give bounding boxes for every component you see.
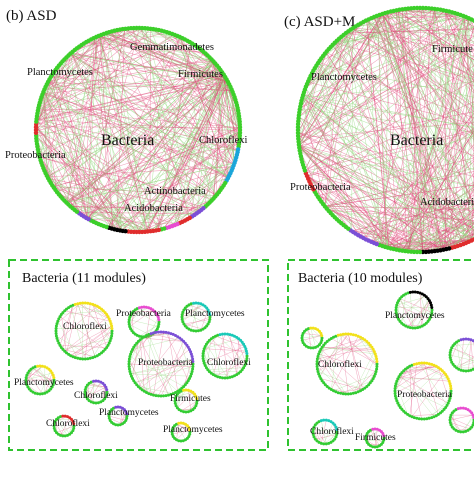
module-label-chloroflexi-4: Chloroflexi <box>46 418 90 429</box>
module-edge <box>453 344 474 346</box>
modules-title-asd: Bacteria (11 modules) <box>22 271 146 286</box>
module-label-chloroflexi-1: Chloroflexi <box>63 321 107 332</box>
module-edge <box>71 306 86 359</box>
module-node <box>352 333 355 336</box>
panel-asd: (b) ASD Bacteria Gemmatimonadetes Planct… <box>5 8 247 234</box>
module-node <box>128 370 131 373</box>
modules-title-asdm: Bacteria (10 modules) <box>298 271 423 286</box>
module-node <box>342 392 345 395</box>
module-node <box>423 418 426 421</box>
network-edge <box>300 28 353 108</box>
module-node <box>420 362 423 365</box>
phylum-label-proteobacteria: Proteobacteria <box>5 150 66 161</box>
phylum-label-gemmatimonadetes: Gemmatimonadetes <box>130 42 214 53</box>
modules-box-asd: Bacteria (11 modules) Proteobacteria Chl… <box>9 260 268 450</box>
module-node <box>344 333 347 336</box>
phylum-label-actinobacteria: Actinobacteria <box>144 186 206 197</box>
module-node <box>354 391 357 394</box>
module-label-chloroflexi-3: Chloroflexi <box>74 390 118 401</box>
module-node <box>352 392 355 395</box>
module-node <box>322 419 325 422</box>
module-node <box>416 326 419 329</box>
module-label-chloroflexi-c2: Chloroflexi <box>310 426 354 437</box>
module-edge <box>450 418 471 428</box>
phylum-label-acidobacteria: Acidobacteria <box>124 203 183 214</box>
module-edge <box>457 360 474 368</box>
module-label-proteobacteria-1: Proteobacteria <box>116 309 172 319</box>
module-node <box>375 360 378 363</box>
module-label-proteobacteria-c: Proteobacteria <box>397 390 453 400</box>
module-label-firmicutes-c: Firmicutes <box>355 433 396 443</box>
phylum-label-planctomycetes-c: Planctomycetes <box>311 72 377 83</box>
module-label-planctomycetes-1: Planctomycetes <box>185 309 245 319</box>
module-node <box>337 334 340 337</box>
module-node <box>411 327 414 330</box>
modules-border-asdm <box>288 260 474 450</box>
modules-box-asdm: Bacteria (10 modules) Planctomycetes Chl… <box>288 260 474 450</box>
phylum-label-firmicute: Firmicute <box>432 44 473 55</box>
module-label-chloroflexi-c1: Chloroflexi <box>318 359 362 370</box>
module-edge <box>135 367 193 383</box>
module-node <box>152 331 155 334</box>
module-label-chloroflexi-2: Chloroflexi <box>207 357 251 368</box>
module-node <box>317 370 320 373</box>
module-label-planctomycetes-c: Planctomycetes <box>385 311 445 321</box>
module-node <box>325 442 328 445</box>
phylum-label-firmicutes: Firmicutes <box>178 69 223 80</box>
panel-title-asdm: (c) ASD+M <box>284 14 355 30</box>
module-node <box>245 352 248 355</box>
panel-title-asd: (b) ASD <box>6 8 57 24</box>
module-node <box>339 392 342 395</box>
phylum-label-proteobacteria-c: Proteobacteria <box>290 182 351 193</box>
module-node <box>84 358 87 361</box>
center-label-asdm: Bacteria <box>390 132 443 149</box>
module-label-firmicutes: Firmicutes <box>170 394 211 404</box>
phylum-label-chloroflexi: Chloroflexi <box>199 135 247 146</box>
center-label-asd: Bacteria <box>101 132 154 149</box>
module-node <box>375 355 378 358</box>
module-node <box>409 291 412 294</box>
module-node <box>375 365 378 368</box>
module-label-planctomycetes-2: Planctomycetes <box>14 378 74 388</box>
phylum-label-planctomycetes: Planctomycetes <box>27 67 93 78</box>
module-label-planctomycetes-4: Planctomycetes <box>163 425 223 435</box>
module-node <box>320 334 323 337</box>
module-node <box>165 331 168 334</box>
module-node <box>459 407 462 410</box>
module-node <box>430 306 433 309</box>
module-node <box>347 393 350 396</box>
module-node <box>349 333 352 336</box>
module-node <box>81 302 84 305</box>
network-edge <box>319 62 390 248</box>
module-node <box>414 291 417 294</box>
module-node <box>128 358 131 361</box>
panel-asdm: (c) ASD+M Bacteria Firmicute Planctomyce… <box>284 6 474 254</box>
module-edge <box>129 320 158 327</box>
module-node <box>375 357 378 360</box>
module-label-planctomycetes-3: Planctomycetes <box>99 408 159 418</box>
network-node <box>238 125 242 129</box>
module-node <box>155 394 158 397</box>
module-node <box>462 430 465 433</box>
phylum-label-acidobacteri: Acidobacteri <box>420 197 474 208</box>
module-node <box>110 327 113 330</box>
module-label-proteobacteria-2: Proteobacteria <box>138 358 194 368</box>
module-node <box>339 333 342 336</box>
module-node <box>375 368 378 371</box>
